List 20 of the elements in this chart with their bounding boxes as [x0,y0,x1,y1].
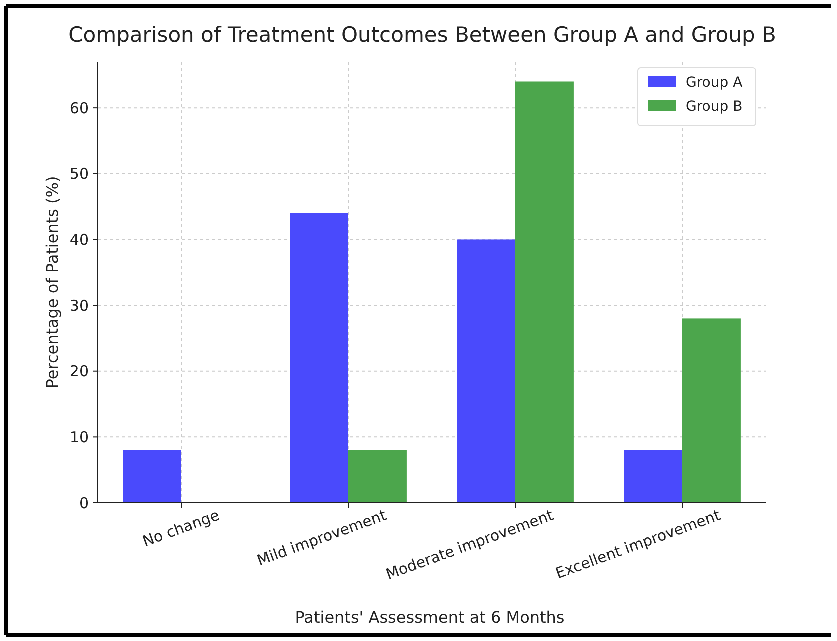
y-tick-label: 50 [70,165,89,184]
bar [348,450,407,503]
x-axis-title: Patients' Assessment at 6 Months [295,608,565,627]
bar [516,82,574,503]
bar [682,318,741,503]
bar [624,450,682,503]
bar [290,213,348,503]
y-tick-label: 20 [70,362,89,381]
chart-title: Comparison of Treatment Outcomes Between Group A and Group B [68,23,776,47]
legend-label: Group B [686,98,743,115]
bar [457,240,516,503]
y-tick-label: 60 [70,99,89,118]
y-tick-label: 10 [70,428,89,446]
y-axis-title: Percentage of Patients (%) [43,176,62,389]
bar [123,450,182,503]
y-tick-label: 40 [70,230,89,249]
y-tick-label: 30 [70,296,89,315]
x-tick-label: No change [140,506,222,551]
legend-label: Group A [686,74,744,91]
y-tick-label: 0 [79,494,89,512]
